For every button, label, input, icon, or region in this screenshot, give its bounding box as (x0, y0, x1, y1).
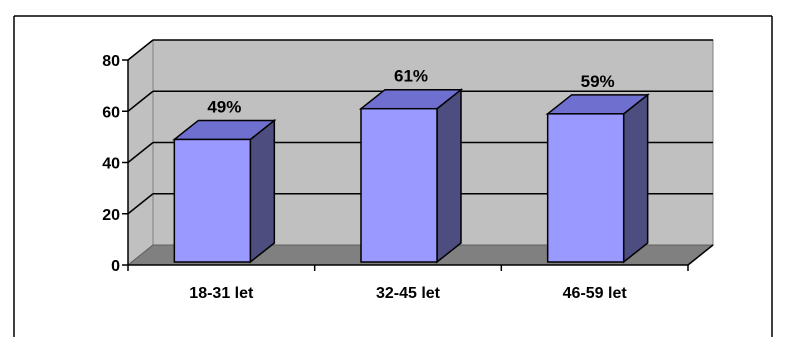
x-tick-label: 46-59 let (563, 285, 628, 302)
x-tick-label: 32-45 let (376, 285, 441, 302)
gridline-side (127, 141, 154, 164)
data-label: 59% (581, 72, 615, 91)
x-axis-depth-edge (687, 244, 714, 266)
bar-side (436, 88, 462, 264)
bar (546, 113, 625, 263)
data-label: 49% (207, 97, 241, 116)
bars (172, 88, 650, 264)
y-tick-label: 20 (102, 207, 120, 224)
bar-side (622, 93, 649, 264)
y-tick-label: 60 (102, 104, 120, 121)
axes (122, 39, 714, 271)
data-label: 61% (394, 67, 428, 86)
wall-top-edge (127, 39, 154, 61)
bar-side (249, 118, 276, 264)
gridline-side (127, 193, 154, 215)
bar (360, 107, 438, 263)
labels: 0 20 40 60 80 49% 18-31 let 61% 32-45 let 59% 46-5… (102, 53, 627, 302)
y-tick-label: 0 (111, 258, 120, 275)
y-tick-label: 40 (102, 156, 120, 173)
gridline-side (127, 90, 154, 112)
bar (173, 138, 252, 263)
x-tick-label: 18-31 let (189, 285, 254, 302)
y-tick-label: 80 (102, 53, 120, 70)
